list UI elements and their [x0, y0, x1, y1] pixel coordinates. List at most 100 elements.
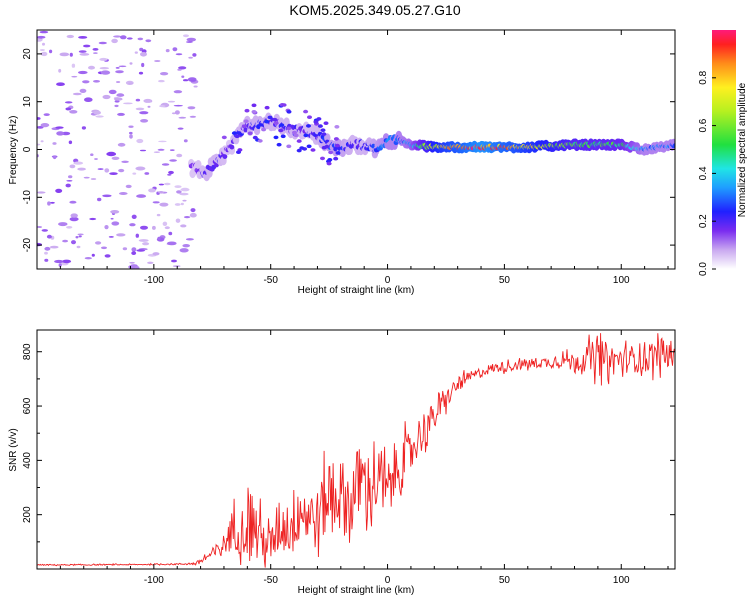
- noise-blob: [128, 125, 134, 128]
- noise-blob: [117, 142, 126, 147]
- noise-blob: [58, 222, 68, 227]
- spectrogram-x-axis-label: Height of straight line (km): [298, 285, 415, 296]
- noise-blob: [120, 35, 127, 40]
- noise-blob: [115, 67, 120, 69]
- ridge-scatter: [257, 139, 263, 143]
- noise-blob: [43, 113, 50, 116]
- noise-blob: [158, 79, 165, 83]
- ridge-scatter: [335, 151, 341, 155]
- ridge-scatter: [279, 123, 285, 127]
- noise-blob: [100, 70, 111, 75]
- ridge-scatter: [310, 148, 316, 152]
- noise-blob: [81, 126, 86, 130]
- noise-blob: [109, 172, 118, 176]
- noise-blob: [58, 68, 62, 73]
- y-tick-label: 10: [22, 96, 33, 108]
- ridge-scatter: [336, 146, 342, 151]
- ridge-scatter: [221, 135, 227, 140]
- noise-blob: [114, 100, 120, 103]
- colorbar-tick-label: 0.6: [698, 118, 709, 132]
- noise-blob: [178, 66, 187, 70]
- noise-blob: [55, 126, 64, 129]
- noise-blob: [92, 48, 99, 51]
- noise-blob: [69, 200, 77, 204]
- noise-blob: [110, 210, 120, 214]
- noise-blob: [90, 153, 94, 156]
- noise-blob: [114, 104, 119, 108]
- noise-blob: [129, 261, 135, 264]
- noise-blob: [169, 159, 177, 162]
- ridge-scatter: [303, 133, 309, 138]
- ridge-point: [229, 144, 235, 150]
- noise-blob: [132, 172, 137, 175]
- noise-blob: [41, 229, 48, 232]
- noise-blob: [104, 254, 111, 258]
- noise-blob: [82, 80, 90, 84]
- noise-blob: [115, 70, 124, 74]
- noise-blob: [183, 79, 189, 82]
- noise-blob: [192, 53, 197, 57]
- ridge-scatter: [293, 133, 299, 138]
- noise-blob: [62, 239, 68, 243]
- noise-blob: [69, 217, 79, 222]
- noise-blob: [79, 88, 87, 93]
- x-tick-label: 50: [499, 275, 511, 286]
- noise-blob: [102, 194, 112, 198]
- y-tick-label: 400: [22, 452, 33, 469]
- ridge-scatter: [264, 105, 270, 110]
- noise-blob: [98, 41, 107, 45]
- noise-blob: [77, 233, 84, 236]
- noise-blob: [110, 217, 114, 220]
- noise-blob: [73, 161, 84, 165]
- noise-blob: [147, 261, 154, 264]
- ridge-scatter: [333, 156, 339, 161]
- noise-blob: [37, 226, 42, 228]
- noise-blob: [156, 213, 161, 217]
- colorbar-tick-label: 0.2: [698, 214, 709, 228]
- noise-blob: [173, 104, 183, 107]
- noise-blob: [183, 139, 188, 143]
- noise-blob: [97, 197, 102, 202]
- noise-blob: [37, 117, 41, 120]
- noise-blob: [118, 168, 125, 173]
- spectrogram-marks: [37, 30, 675, 269]
- noise-blob: [136, 249, 145, 252]
- noise-blob: [116, 81, 121, 83]
- noise-blob: [189, 212, 197, 218]
- noise-blob: [147, 105, 151, 108]
- ridge-scatter: [303, 109, 309, 114]
- noise-blob: [164, 182, 171, 186]
- noise-blob: [66, 226, 73, 229]
- ridge-scatter: [281, 103, 287, 107]
- noise-blob: [47, 201, 51, 206]
- noise-blob: [172, 47, 178, 52]
- noise-blob: [71, 75, 78, 78]
- y-tick-label: 20: [22, 48, 33, 60]
- noise-blob: [65, 107, 72, 111]
- noise-blob: [129, 62, 133, 65]
- ridge-scatter: [286, 110, 292, 114]
- noise-blob: [189, 115, 197, 118]
- ridge-scatter: [247, 131, 253, 136]
- noise-blob: [159, 105, 166, 108]
- noise-blob: [135, 233, 139, 238]
- ridge-scatter: [313, 120, 319, 124]
- noise-blob: [174, 110, 180, 115]
- noise-blob: [136, 194, 147, 198]
- ridge-scatter: [273, 135, 279, 140]
- noise-blob: [75, 236, 79, 239]
- noise-blob: [129, 223, 136, 227]
- noise-blob: [167, 100, 176, 103]
- ridge-scatter: [326, 161, 332, 166]
- noise-blob: [44, 258, 49, 262]
- noise-blob: [185, 238, 194, 241]
- ridge-scatter: [321, 132, 327, 136]
- noise-blob: [169, 149, 175, 152]
- noise-blob: [190, 208, 196, 213]
- noise-blob: [138, 239, 149, 242]
- noise-blob: [175, 218, 181, 223]
- colorbar-tick-label: 0.4: [698, 166, 709, 180]
- colorbar-tick-label: 0.0: [698, 262, 709, 276]
- ridge-scatter: [324, 144, 330, 149]
